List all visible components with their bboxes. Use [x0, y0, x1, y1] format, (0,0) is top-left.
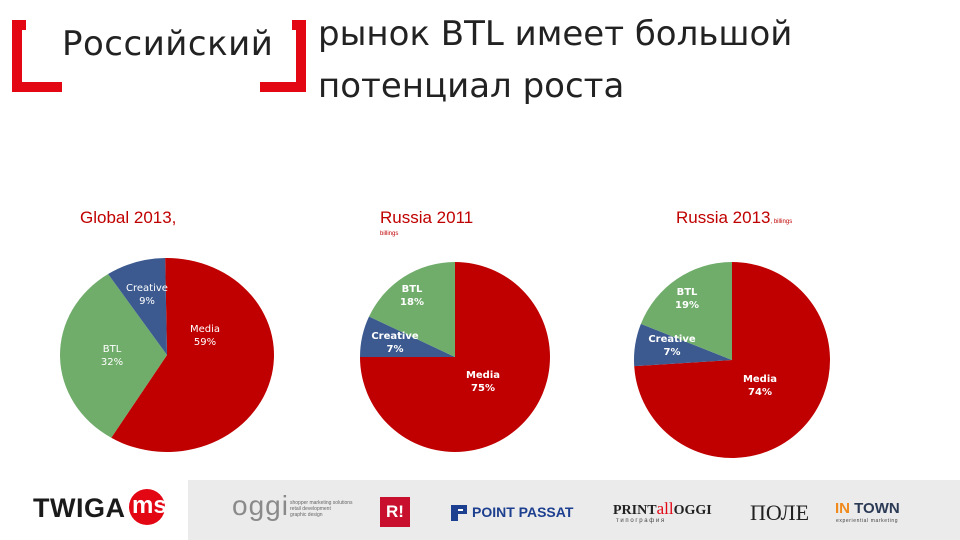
ms-logo-icon: [129, 489, 165, 525]
printalloggi-oggi: OGGI: [673, 503, 712, 518]
pie-slice-media: [111, 258, 274, 452]
pie-label-media: Media 59%: [190, 324, 220, 348]
footer-partner-logos: oggi shopper marketing solutions retail …: [188, 480, 960, 540]
pie-slice-btl: [369, 262, 455, 357]
printalloggi-all: all: [656, 499, 674, 518]
point-passat-icon: [451, 505, 467, 521]
chart-title-russia-2011: Russia 2011: [380, 208, 474, 227]
oggi-tagline: shopper marketing solutions retail devel…: [290, 500, 353, 518]
page-title-line-2: потенциал роста: [318, 66, 625, 106]
pie-slice-btl: [640, 262, 732, 360]
pie-chart-russia-2011: Media 75% Creative 7% BTL 18%: [360, 262, 550, 452]
oggi-tagline-line-2: retail development: [290, 506, 331, 512]
chart-subtitle-russia-2011: billings: [380, 231, 399, 237]
pie-label-creative: Creative 7%: [648, 334, 696, 358]
chart-title-global-2013: Global 2013,: [80, 208, 177, 227]
pie-slice-creative: [108, 258, 167, 355]
pie-label-media: Media 75%: [466, 370, 500, 394]
pie-slice-media: [634, 262, 830, 458]
intown-town: TOWN: [850, 500, 900, 517]
pie-label-creative: Creative 9%: [126, 283, 168, 307]
pie-label-creative: Creative 7%: [371, 331, 419, 355]
pie-slice-creative: [360, 316, 455, 357]
printalloggi-logo: PRINTallOGGI: [613, 499, 712, 519]
chart-title-russia-2013-text: Russia 2013: [676, 208, 771, 227]
chart-subtitle-russia-2013: , billings: [770, 219, 793, 225]
intown-sub: experiential marketing: [836, 518, 899, 524]
printalloggi-sub: т и п о г р а ф и я: [616, 518, 665, 524]
pie-slice-btl: [59, 274, 167, 438]
intown-logo: IN TOWN: [835, 500, 900, 517]
r-logo: R!: [380, 497, 410, 527]
pie-label-btl: BTL 18%: [400, 284, 424, 308]
oggi-logo: oggi: [232, 490, 289, 521]
page-title-line-1: рынок BTL имеет большой: [318, 14, 793, 54]
pie-label-media: Media 74%: [743, 374, 777, 398]
pie-chart-russia-2013: Media 74% Creative 7% BTL 19%: [634, 262, 830, 458]
intown-in: IN: [835, 500, 850, 517]
ms-logo-text: ms: [132, 492, 167, 519]
chart-title-russia-2013: Russia 2013, billings: [676, 208, 792, 228]
pie-label-btl: BTL 19%: [675, 287, 699, 311]
page-title-right: рынок BTL имеет большой потенциал роста: [318, 8, 792, 112]
pie-label-btl: BTL 32%: [101, 344, 123, 368]
right-bracket-icon: [260, 20, 306, 92]
footer-logo-area-twiga: TWIGA ms: [0, 480, 188, 540]
pie-chart-global-2013: Media 59% BTL 32% Creative 9%: [59, 258, 274, 452]
footer-logos: TWIGA ms oggi shopper marketing solution…: [0, 480, 960, 540]
oggi-tagline-line-1: shopper marketing solutions: [290, 500, 353, 506]
oggi-tagline-line-3: graphic design: [290, 512, 323, 518]
left-bracket-icon: [12, 20, 62, 92]
point-passat-logo: POINT PASSAT: [472, 504, 574, 520]
page-title-left: Российский: [62, 24, 274, 64]
printalloggi-print: PRINT: [613, 503, 657, 518]
pole-logo: ПОЛЕ: [750, 500, 810, 525]
twiga-logo: TWIGA: [33, 493, 126, 523]
pie-slice-creative: [634, 323, 732, 367]
